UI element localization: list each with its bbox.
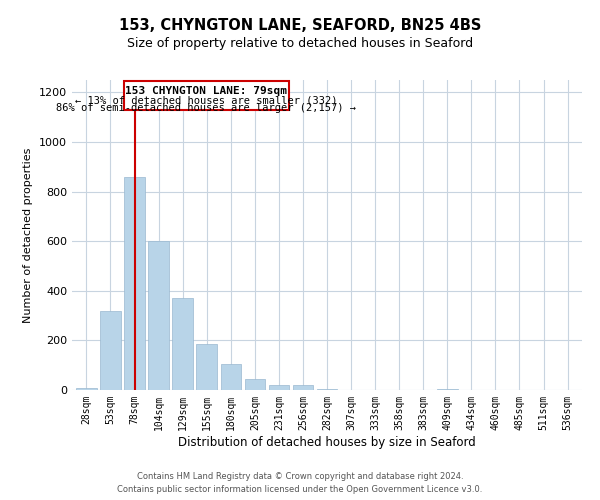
Text: Contains HM Land Registry data © Crown copyright and database right 2024.
Contai: Contains HM Land Registry data © Crown c… — [118, 472, 482, 494]
Text: ← 13% of detached houses are smaller (332): ← 13% of detached houses are smaller (33… — [75, 96, 337, 106]
FancyBboxPatch shape — [124, 81, 289, 110]
Text: 153 CHYNGTON LANE: 79sqm: 153 CHYNGTON LANE: 79sqm — [125, 86, 287, 97]
Bar — [317, 389, 337, 390]
Y-axis label: Number of detached properties: Number of detached properties — [23, 148, 34, 322]
X-axis label: Distribution of detached houses by size in Seaford: Distribution of detached houses by size … — [178, 436, 476, 448]
Bar — [437, 389, 458, 390]
Bar — [245, 379, 265, 390]
Bar — [172, 298, 193, 390]
Text: 153, CHYNGTON LANE, SEAFORD, BN25 4BS: 153, CHYNGTON LANE, SEAFORD, BN25 4BS — [119, 18, 481, 32]
Bar — [100, 310, 121, 390]
Bar — [124, 176, 145, 390]
Text: 86% of semi-detached houses are larger (2,157) →: 86% of semi-detached houses are larger (… — [56, 102, 356, 113]
Bar — [76, 388, 97, 390]
Text: Size of property relative to detached houses in Seaford: Size of property relative to detached ho… — [127, 38, 473, 51]
Bar — [293, 385, 313, 390]
Bar — [148, 241, 169, 390]
Bar — [221, 364, 241, 390]
Bar — [196, 344, 217, 390]
Bar — [269, 385, 289, 390]
